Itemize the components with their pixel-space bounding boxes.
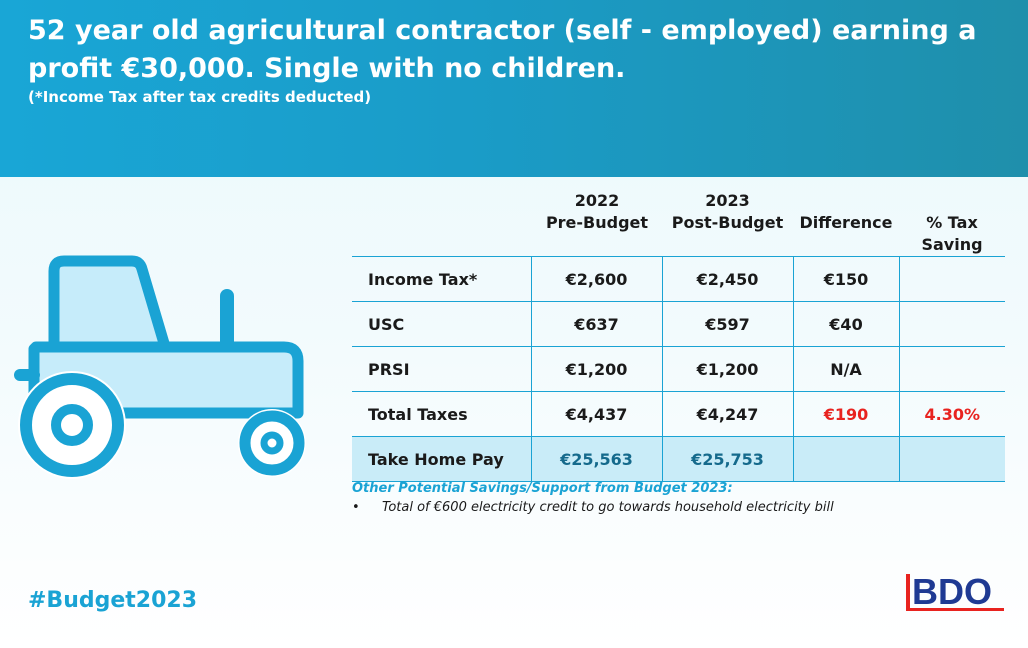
table-row: PRSI €1,200 €1,200 N/A (352, 346, 1005, 392)
other-savings-text: Total of €600 electricity credit to go t… (382, 500, 834, 515)
column-header-difference: Difference (793, 212, 899, 234)
saving-value (899, 436, 1005, 482)
page-subtitle: (*Income Tax after tax credits deducted) (28, 88, 372, 106)
difference-value: €190 (793, 391, 900, 437)
page-title: 52 year old agricultural contractor (sel… (28, 15, 977, 84)
tractor-icon (14, 255, 306, 479)
pre-budget-value: €2,600 (531, 256, 663, 302)
column-header-tax-saving: % Tax Saving (899, 212, 1005, 256)
post-budget-value: €597 (662, 301, 794, 347)
pre-budget-value: €637 (531, 301, 663, 347)
difference-value: N/A (793, 346, 900, 392)
saving-value: 4.30% (899, 391, 1005, 437)
column-header-pre-budget: 2022 Pre-Budget (532, 190, 662, 234)
table-row: Total Taxes €4,437 €4,247 €190 4.30% (352, 391, 1005, 437)
difference-value: €150 (793, 256, 900, 302)
post-budget-value: €4,247 (662, 391, 794, 437)
pre-budget-value: €25,563 (531, 436, 663, 482)
row-label: USC (352, 301, 532, 347)
other-savings-item: • Total of €600 electricity credit to go … (352, 500, 834, 515)
difference-value: €40 (793, 301, 900, 347)
saving-value (899, 256, 1005, 302)
tax-saving-line2: Saving (921, 235, 983, 254)
bullet: • (352, 500, 360, 515)
tax-saving-line1: % Tax (926, 213, 978, 232)
post-budget-value: €25,753 (662, 436, 794, 482)
row-label: Total Taxes (352, 391, 532, 437)
post-budget-year: 2023 (705, 191, 750, 210)
pre-budget-year: 2022 (574, 191, 620, 210)
difference-value (793, 436, 900, 482)
other-savings-heading: Other Potential Savings/Support from Bud… (352, 481, 733, 496)
logo-text: BDO (912, 571, 992, 612)
table-row: Take Home Pay €25,563 €25,753 (352, 436, 1005, 482)
row-label: PRSI (352, 346, 532, 392)
pre-budget-value: €4,437 (531, 391, 663, 437)
header-banner: 52 year old agricultural contractor (sel… (0, 0, 1028, 177)
column-header-post-budget: 2023 Post-Budget (662, 190, 793, 234)
row-label: Take Home Pay (352, 436, 532, 482)
post-budget-label: Post-Budget (671, 213, 784, 232)
saving-value (899, 346, 1005, 392)
hashtag: #Budget2023 (28, 588, 198, 613)
saving-value (899, 301, 1005, 347)
difference-label: Difference (799, 213, 893, 232)
table-row: Income Tax* €2,600 €2,450 €150 (352, 256, 1005, 302)
pre-budget-value: €1,200 (531, 346, 663, 392)
bdo-logo: BDO (906, 571, 1004, 612)
table-row: USC €637 €597 €40 (352, 301, 1005, 347)
tax-comparison-table: Income Tax* €2,600 €2,450 €150 USC €637 … (352, 256, 1005, 482)
post-budget-value: €2,450 (662, 256, 794, 302)
row-label: Income Tax* (352, 256, 532, 302)
pre-budget-label: Pre-Budget (545, 213, 649, 232)
post-budget-value: €1,200 (662, 346, 794, 392)
